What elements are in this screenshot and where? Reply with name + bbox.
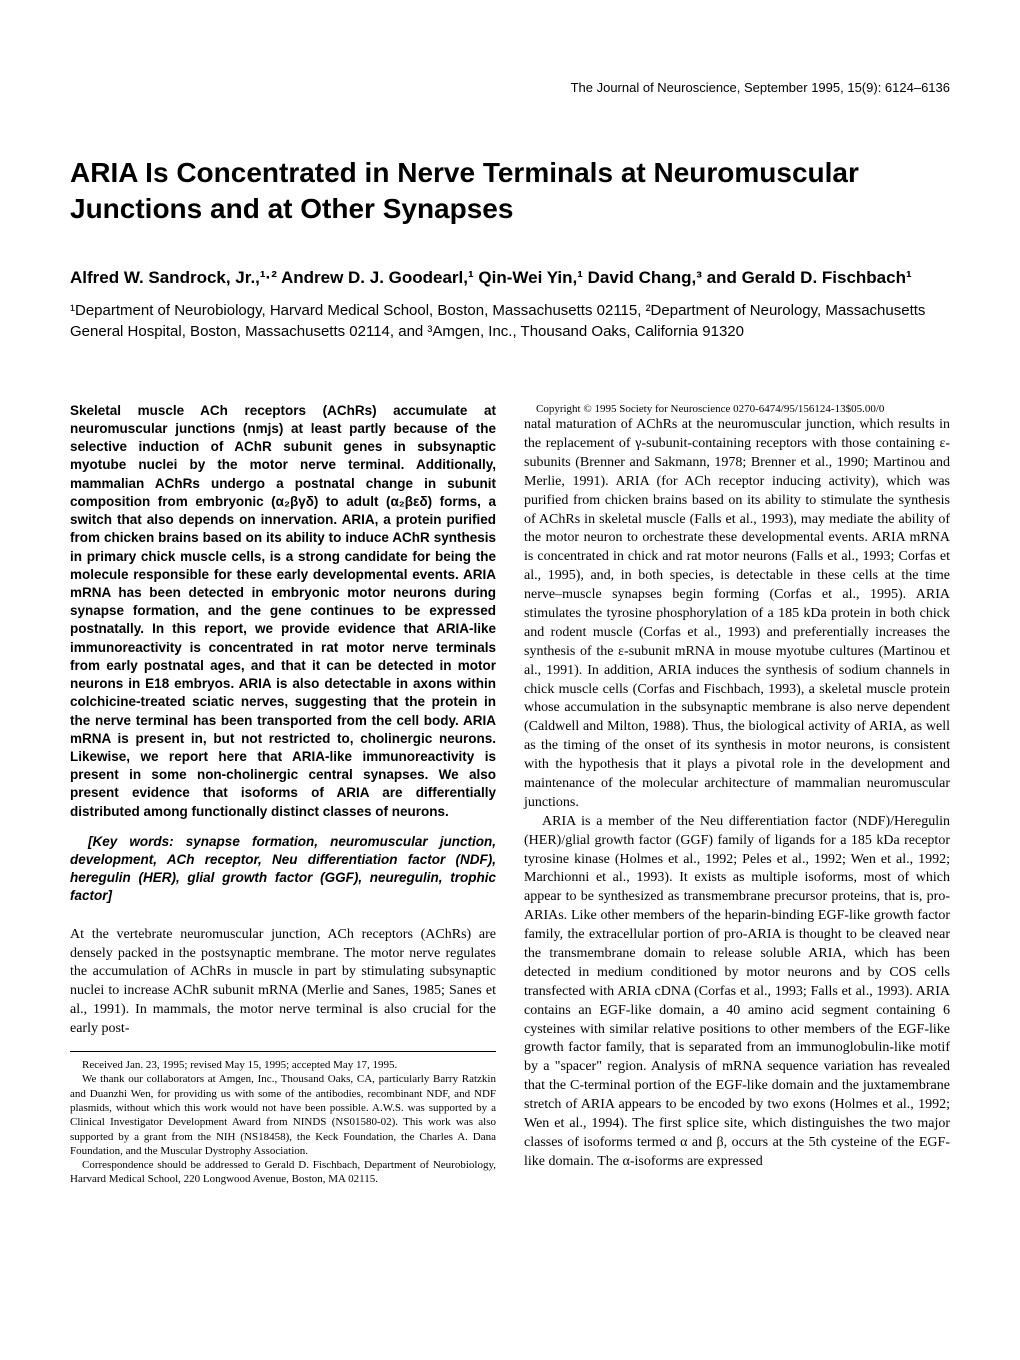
article-body: Skeletal muscle ACh receptors (AChRs) ac… bbox=[70, 402, 950, 1187]
body-paragraph-1: At the vertebrate neuromuscular junction… bbox=[70, 926, 496, 1039]
footnote-correspondence: Correspondence should be addressed to Ge… bbox=[70, 1158, 496, 1187]
footnote-copyright: Copyright © 1995 Society for Neuroscienc… bbox=[524, 402, 950, 416]
footnote-acknowledgements: We thank our collaborators at Amgen, Inc… bbox=[70, 1072, 496, 1158]
footnote-received: Received Jan. 23, 1995; revised May 15, … bbox=[70, 1058, 496, 1072]
affiliations: ¹Department of Neurobiology, Harvard Med… bbox=[70, 300, 950, 342]
body-paragraph-2: natal maturation of AChRs at the neuromu… bbox=[524, 416, 950, 813]
article-title: ARIA Is Concentrated in Nerve Terminals … bbox=[70, 155, 950, 228]
journal-header: The Journal of Neuroscience, September 1… bbox=[70, 80, 950, 95]
authors-list: Alfred W. Sandrock, Jr.,¹·² Andrew D. J.… bbox=[70, 268, 950, 288]
abstract: Skeletal muscle ACh receptors (AChRs) ac… bbox=[70, 402, 496, 821]
keywords: [Key words: synapse formation, neuromusc… bbox=[70, 833, 496, 906]
body-paragraph-3: ARIA is a member of the Neu differentiat… bbox=[524, 813, 950, 1172]
